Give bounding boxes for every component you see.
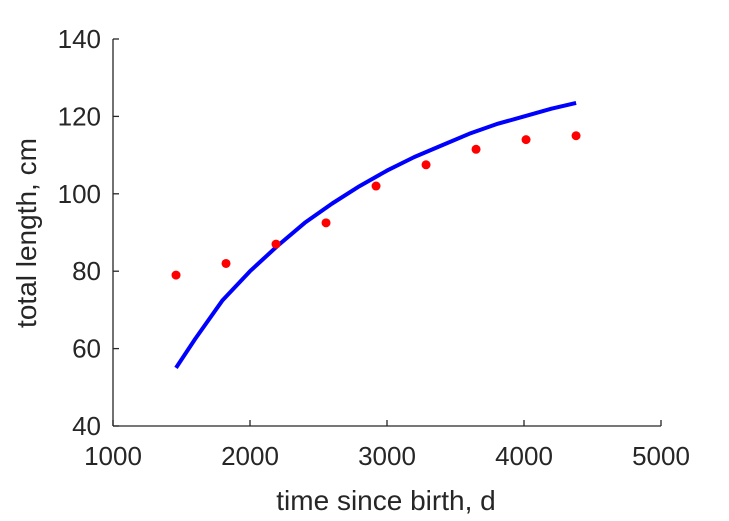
data-point (371, 181, 381, 191)
y-tick-label: 120 (58, 101, 101, 131)
y-tick-label: 100 (58, 179, 101, 209)
data-point (271, 239, 281, 249)
y-tick-label: 40 (72, 411, 101, 441)
y-tick-label: 140 (58, 24, 101, 54)
axes (112, 39, 661, 427)
x-tick-label: 5000 (632, 441, 690, 471)
x-tick-label: 2000 (221, 441, 279, 471)
data-point (221, 258, 231, 268)
y-tick-label: 80 (72, 256, 101, 286)
x-axis-label: time since birth, d (276, 485, 495, 516)
data-point (521, 135, 531, 145)
x-tick-label: 1000 (84, 441, 142, 471)
data-point (321, 218, 331, 228)
y-axis-ticks: 40 60 80 100 120 140 (58, 24, 119, 441)
fit-curve (174, 100, 577, 370)
data-point (171, 270, 181, 280)
data-point (421, 160, 431, 170)
y-tick-label: 60 (72, 334, 101, 364)
data-point (471, 144, 481, 154)
y-axis-label: total length, cm (11, 138, 42, 328)
x-axis-ticks: 1000 2000 3000 4000 5000 (84, 420, 690, 471)
data-point (571, 131, 581, 141)
x-tick-label: 4000 (495, 441, 553, 471)
series-layer (171, 100, 581, 370)
x-tick-label: 3000 (358, 441, 416, 471)
